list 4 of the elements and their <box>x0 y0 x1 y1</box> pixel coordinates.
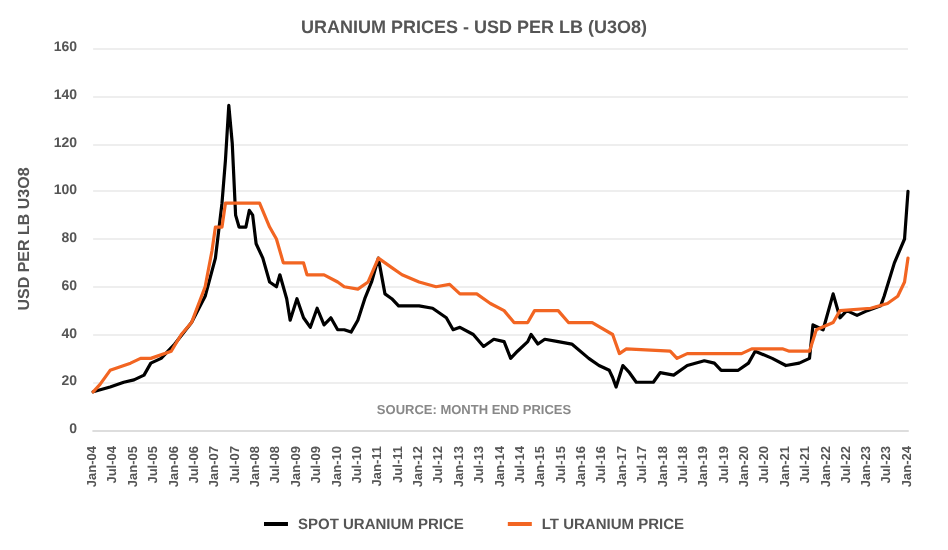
y-axis-title: USD PER LB U3O8 <box>15 166 33 311</box>
line-series <box>91 103 910 394</box>
chart-title: URANIUM PRICES - USD PER LB (U3O8) <box>300 17 648 37</box>
line-series <box>91 201 910 394</box>
